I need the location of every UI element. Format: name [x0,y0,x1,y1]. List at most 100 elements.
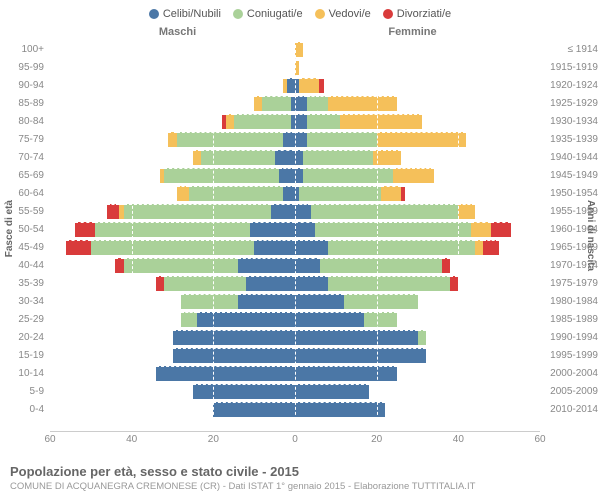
bar-segment [307,132,376,147]
bar-segment [295,330,418,345]
bar-segment [491,222,511,237]
pyramid-row: 20-241990-1994 [50,328,540,346]
bar-segment [295,384,369,399]
bar-segment [307,114,340,129]
birth-year-label: 1920-1924 [550,80,598,91]
bar-segment [193,384,295,399]
bar-segment [471,222,491,237]
x-tick: 60 [534,434,545,445]
bar-segment [124,258,238,273]
bar-female [295,366,540,380]
birth-year-label: 1950-1954 [550,188,598,199]
bar-segment [156,276,164,291]
bar-segment [271,204,296,219]
pyramid-row: 100+≤ 1914 [50,40,540,58]
bar-segment [181,294,238,309]
birth-year-label: ≤ 1914 [567,44,598,55]
bar-female [295,276,540,290]
bar-male [50,96,295,110]
bar-segment [295,240,328,255]
bar-male [50,78,295,92]
bar-male [50,132,295,146]
bar-male [50,258,295,272]
bar-segment [319,78,323,93]
legend-swatch [315,9,325,19]
x-tick: 20 [371,434,382,445]
bar-segment [328,96,397,111]
bar-segment [303,168,393,183]
age-label: 55-59 [4,206,48,217]
age-label: 90-94 [4,80,48,91]
bar-male [50,222,295,236]
bar-female [295,330,540,344]
bar-segment [238,294,295,309]
bar-segment [295,402,385,417]
bar-female [295,96,540,110]
bar-segment [124,204,271,219]
age-label: 30-34 [4,296,48,307]
bar-segment [193,150,201,165]
pyramid-row: 35-391975-1979 [50,274,540,292]
bar-segment [177,186,189,201]
bar-segment [115,258,123,273]
pyramid-row: 85-891925-1929 [50,94,540,112]
bar-segment [173,348,296,363]
bar-female [295,150,540,164]
bar-male [50,150,295,164]
birth-year-label: 2000-2004 [550,368,598,379]
bar-segment [450,276,458,291]
pyramid-row: 50-541960-1964 [50,220,540,238]
bar-segment [315,222,470,237]
birth-year-label: 1975-1979 [550,278,598,289]
legend-swatch [233,9,243,19]
pyramid-row: 30-341980-1984 [50,292,540,310]
bar-segment [254,240,295,255]
legend-label: Divorziati/e [397,8,451,20]
bar-segment [393,168,434,183]
bar-segment [373,150,402,165]
age-label: 35-39 [4,278,48,289]
bar-male [50,42,295,56]
bar-segment [475,240,483,255]
birth-year-label: 1955-1959 [550,206,598,217]
bar-segment [246,276,295,291]
bar-segment [377,132,467,147]
bar-segment [307,96,327,111]
x-tick: 0 [292,434,298,445]
age-label: 25-29 [4,314,48,325]
pyramid-row: 70-741940-1944 [50,148,540,166]
bar-female [295,312,540,326]
bar-segment [295,114,307,129]
pyramid-row: 60-641950-1954 [50,184,540,202]
x-axis: 6040200204060 [50,431,540,452]
bar-segment [66,240,91,255]
bar-segment [442,258,450,273]
bar-segment [250,222,295,237]
gender-labels: Maschi Femmine [60,26,530,38]
bar-segment [328,276,451,291]
age-label: 95-99 [4,62,48,73]
bar-segment [311,204,458,219]
pyramid-row: 45-491965-1969 [50,238,540,256]
bar-male [50,312,295,326]
bar-male [50,330,295,344]
bar-segment [381,186,401,201]
bar-segment [213,402,295,417]
legend: Celibi/NubiliConiugati/eVedovi/eDivorzia… [0,0,600,22]
pyramid-row: 15-191995-1999 [50,346,540,364]
bar-segment [344,294,418,309]
bar-segment [295,276,328,291]
bar-segment [173,330,296,345]
birth-year-label: 1940-1944 [550,152,598,163]
bar-segment [201,150,275,165]
x-tick: 60 [44,434,55,445]
bar-segment [295,96,307,111]
bar-segment [279,168,295,183]
legend-label: Coniugati/e [247,8,303,20]
bar-segment [197,312,295,327]
bar-segment [364,312,397,327]
legend-item: Coniugati/e [233,8,303,20]
age-label: 15-19 [4,350,48,361]
bar-segment [164,168,278,183]
bar-segment [177,132,283,147]
